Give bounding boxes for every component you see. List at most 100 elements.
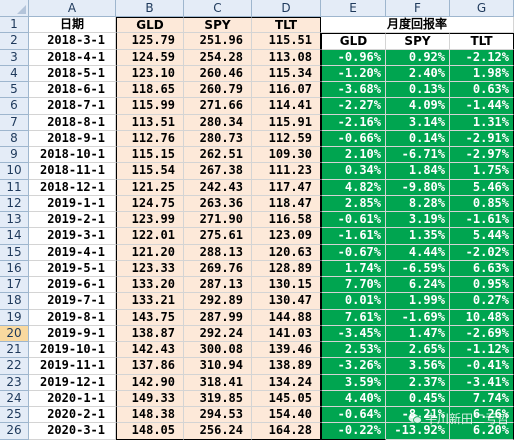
tlt-return-cell[interactable]: -2.97% — [450, 147, 514, 164]
spy-price-cell[interactable]: 242.43 — [184, 179, 252, 196]
gld-price-cell[interactable]: 118.65 — [116, 82, 184, 99]
gld-return-cell[interactable]: 4.40% — [321, 390, 386, 407]
spy-return-cell[interactable]: 0.92% — [386, 49, 450, 66]
gld-return-cell[interactable]: -3.45% — [321, 325, 386, 342]
tlt-price-cell[interactable]: 144.88 — [252, 309, 321, 326]
spy-return-cell[interactable]: 2.40% — [386, 65, 450, 82]
spy-return-cell[interactable]: -13.92% — [386, 423, 450, 440]
spy-return-cell[interactable]: 1.84% — [386, 163, 450, 180]
spy-price-cell[interactable]: 318.41 — [184, 374, 252, 391]
tlt-price-cell[interactable]: 112.59 — [252, 130, 321, 147]
date-cell[interactable]: 2019-5-1 — [29, 260, 116, 277]
gld-price-cell[interactable]: 149.33 — [116, 390, 184, 407]
row-header[interactable]: 17 — [0, 277, 29, 294]
spy-return-cell[interactable]: 0.13% — [386, 82, 450, 99]
spy-price-header-cell[interactable]: SPY — [184, 17, 252, 34]
row-header[interactable]: 2 — [0, 33, 29, 50]
spy-return-cell[interactable]: 0.45% — [386, 390, 450, 407]
date-cell[interactable]: 2020-2-1 — [29, 407, 116, 424]
spy-return-cell[interactable]: 4.09% — [386, 98, 450, 115]
spy-price-cell[interactable]: 310.94 — [184, 358, 252, 375]
gld-return-cell[interactable]: 2.53% — [321, 342, 386, 359]
gld-return-cell[interactable]: 2.85% — [321, 195, 386, 212]
gld-price-cell[interactable]: 123.33 — [116, 260, 184, 277]
gld-return-cell[interactable]: 0.34% — [321, 163, 386, 180]
spy-price-cell[interactable]: 260.46 — [184, 65, 252, 82]
row-header[interactable]: 11 — [0, 179, 29, 196]
gld-return-cell[interactable]: -0.67% — [321, 244, 386, 261]
tlt-return-cell[interactable]: -2.91% — [450, 130, 514, 147]
gld-price-cell[interactable]: 115.99 — [116, 98, 184, 115]
spy-return-cell[interactable]: 0.14% — [386, 130, 450, 147]
column-header-g[interactable]: G — [450, 0, 514, 17]
date-cell[interactable]: 2018-3-1 — [29, 33, 116, 50]
gld-price-cell[interactable]: 133.21 — [116, 293, 184, 310]
gld-return-cell[interactable]: -3.26% — [321, 358, 386, 375]
date-cell[interactable]: 2019-12-1 — [29, 374, 116, 391]
spy-return-cell[interactable]: 6.24% — [386, 277, 450, 294]
date-cell[interactable]: 2020-1-1 — [29, 390, 116, 407]
row-header[interactable]: 18 — [0, 293, 29, 310]
gld-return-cell[interactable]: -0.96% — [321, 49, 386, 66]
gld-price-cell[interactable]: 124.75 — [116, 195, 184, 212]
tlt-price-cell[interactable]: 111.23 — [252, 163, 321, 180]
date-cell[interactable]: 2018-9-1 — [29, 130, 116, 147]
tlt-price-cell[interactable]: 115.91 — [252, 114, 321, 131]
row-header[interactable]: 14 — [0, 228, 29, 245]
tlt-price-cell[interactable]: 114.41 — [252, 98, 321, 115]
gld-price-cell[interactable]: 143.75 — [116, 309, 184, 326]
gld-return-cell[interactable]: -3.68% — [321, 82, 386, 99]
spy-return-cell[interactable]: 1.99% — [386, 293, 450, 310]
gld-price-cell[interactable]: 148.05 — [116, 423, 184, 440]
gld-price-cell[interactable]: 148.38 — [116, 407, 184, 424]
gld-price-cell[interactable]: 123.10 — [116, 65, 184, 82]
spy-return-cell[interactable]: 1.47% — [386, 325, 450, 342]
gld-return-header-cell[interactable]: GLD — [321, 33, 386, 50]
monthly-returns-title-cell[interactable]: 月度回报率 — [321, 17, 514, 34]
date-cell[interactable]: 2019-9-1 — [29, 325, 116, 342]
row-header[interactable]: 25 — [0, 407, 29, 424]
tlt-price-cell[interactable]: 141.03 — [252, 325, 321, 342]
spy-return-cell[interactable]: 3.19% — [386, 212, 450, 229]
date-cell[interactable]: 2019-2-1 — [29, 212, 116, 229]
gld-price-cell[interactable]: 112.76 — [116, 130, 184, 147]
spy-return-cell[interactable]: 3.56% — [386, 358, 450, 375]
gld-price-cell[interactable]: 142.90 — [116, 374, 184, 391]
tlt-return-cell[interactable]: -2.69% — [450, 325, 514, 342]
tlt-return-cell[interactable]: 7.74% — [450, 390, 514, 407]
tlt-price-cell[interactable]: 109.30 — [252, 147, 321, 164]
tlt-return-cell[interactable]: -3.41% — [450, 374, 514, 391]
tlt-return-cell[interactable]: 0.95% — [450, 277, 514, 294]
spy-price-cell[interactable]: 256.24 — [184, 423, 252, 440]
tlt-price-cell[interactable]: 116.58 — [252, 212, 321, 229]
row-header[interactable]: 23 — [0, 374, 29, 391]
date-cell[interactable]: 2018-5-1 — [29, 65, 116, 82]
row-header[interactable]: 16 — [0, 260, 29, 277]
row-header[interactable]: 3 — [0, 49, 29, 66]
date-cell[interactable]: 2019-4-1 — [29, 244, 116, 261]
spy-price-cell[interactable]: 260.79 — [184, 82, 252, 99]
tlt-price-cell[interactable]: 130.47 — [252, 293, 321, 310]
gld-return-cell[interactable]: -0.66% — [321, 130, 386, 147]
date-cell[interactable]: 2019-1-1 — [29, 195, 116, 212]
tlt-price-cell[interactable]: 154.40 — [252, 407, 321, 424]
spy-price-cell[interactable]: 251.96 — [184, 33, 252, 50]
gld-price-cell[interactable]: 123.99 — [116, 212, 184, 229]
date-cell[interactable]: 2018-12-1 — [29, 179, 116, 196]
select-all-corner[interactable] — [0, 0, 29, 17]
gld-return-cell[interactable]: -0.64% — [321, 407, 386, 424]
row-header[interactable]: 10 — [0, 163, 29, 180]
gld-return-cell[interactable]: -0.61% — [321, 212, 386, 229]
date-header-cell[interactable]: 日期 — [29, 17, 116, 34]
gld-price-cell[interactable]: 133.20 — [116, 277, 184, 294]
spy-return-cell[interactable]: 1.35% — [386, 228, 450, 245]
spy-return-cell[interactable]: 2.65% — [386, 342, 450, 359]
row-header[interactable]: 9 — [0, 147, 29, 164]
gld-price-cell[interactable]: 124.59 — [116, 49, 184, 66]
date-cell[interactable]: 2019-11-1 — [29, 358, 116, 375]
spy-price-cell[interactable]: 292.24 — [184, 325, 252, 342]
gld-return-cell[interactable]: 7.61% — [321, 309, 386, 326]
tlt-price-cell[interactable]: 113.08 — [252, 49, 321, 66]
date-cell[interactable]: 2018-10-1 — [29, 147, 116, 164]
gld-price-cell[interactable]: 113.51 — [116, 114, 184, 131]
